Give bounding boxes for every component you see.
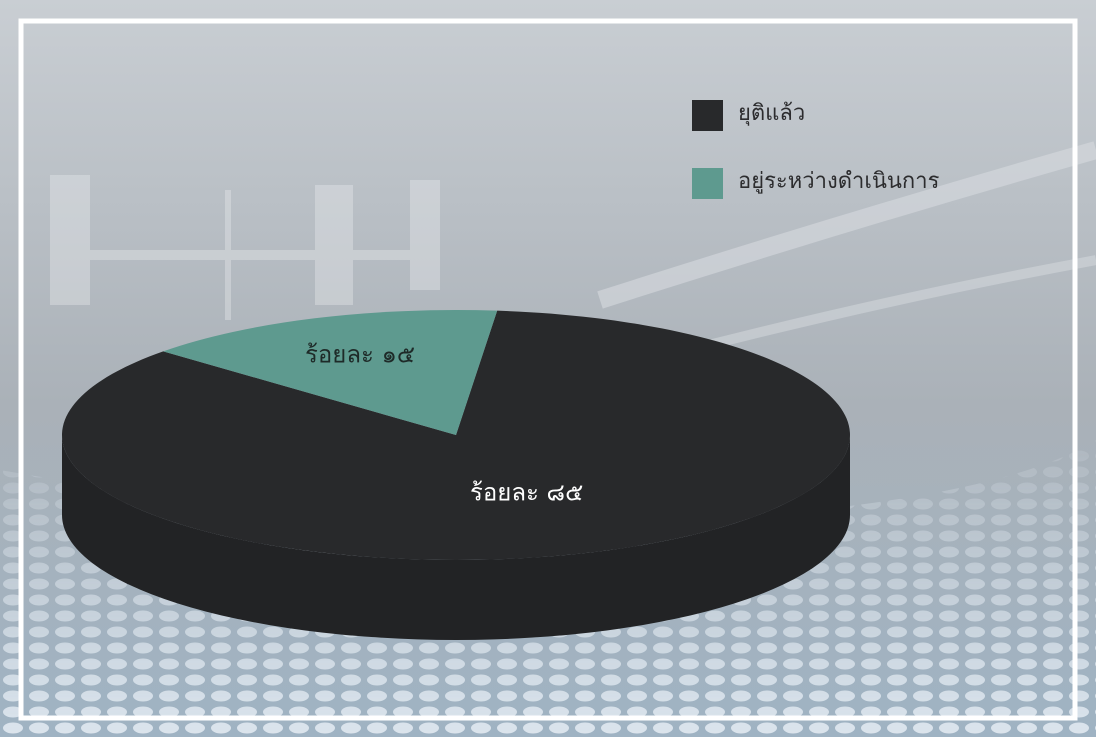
pie-side bbox=[62, 435, 850, 640]
legend-label: ยุติแล้ว bbox=[738, 101, 805, 126]
pie-slice bbox=[61, 310, 851, 560]
frame bbox=[18, 18, 1078, 721]
tower-silhouette bbox=[50, 175, 440, 320]
pie-slice bbox=[163, 310, 498, 435]
data-label: ร้อยละ ๑๕ bbox=[305, 341, 415, 369]
pie: ร้อยละ ๘๕ ร้อยละ ๑๕ bbox=[61, 310, 851, 640]
legend-label: อยู่ระหว่างดำเนินการ bbox=[738, 169, 940, 194]
data-label: ร้อยละ ๘๕ bbox=[470, 478, 583, 506]
legend-swatch bbox=[692, 168, 723, 199]
legend: ยุติแล้วอยู่ระหว่างดำเนินการ bbox=[692, 100, 940, 199]
swoosh bbox=[597, 141, 1096, 309]
legend-swatch bbox=[692, 100, 723, 131]
